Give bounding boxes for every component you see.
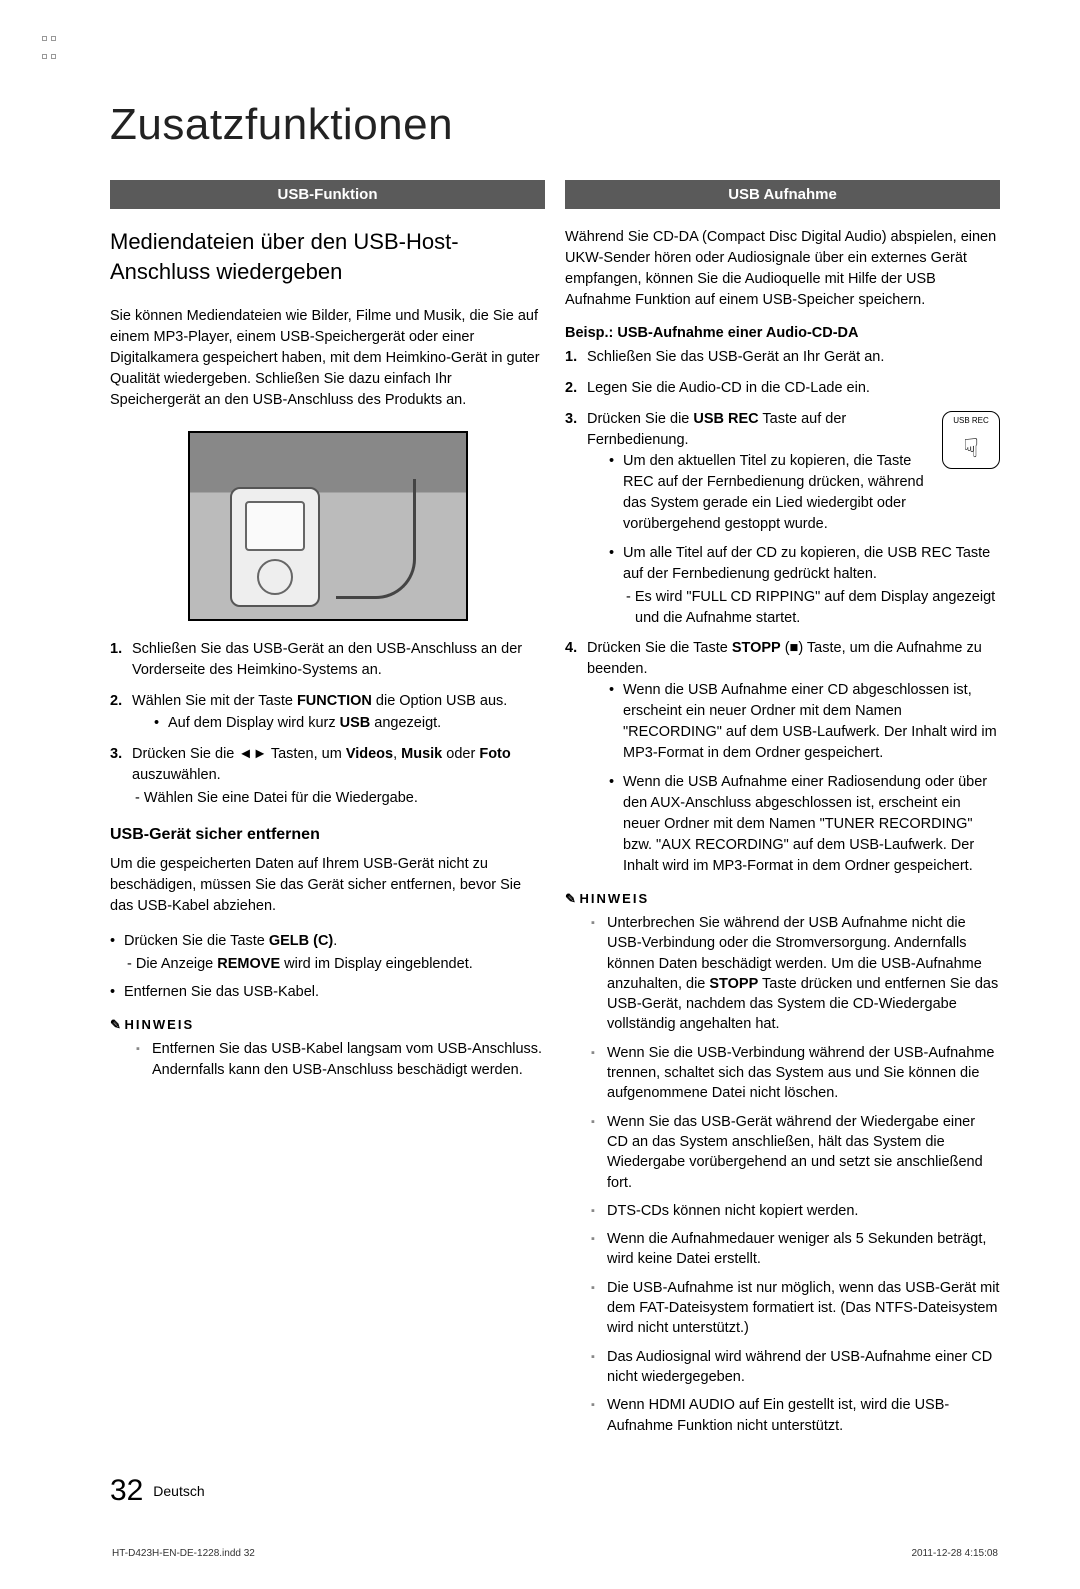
note-r6: Die USB-Aufnahme ist nur möglich, wenn d…: [591, 1278, 1000, 1339]
remove-sub: - Die Anzeige REMOVE wird im Display ein…: [124, 954, 545, 974]
footer: HT-D423H-EN-DE-1228.indd 32 2011-12-28 4…: [110, 1548, 1000, 1559]
remove-bullet-1: Drücken Sie die Taste GELB (C). - Die An…: [110, 931, 545, 974]
page: Zusatzfunktionen USB-Funktion Mediendate…: [0, 0, 1080, 1589]
note-list-right: Unterbrechen Sie während der USB Aufnahm…: [591, 913, 1000, 1436]
left-column: USB-Funktion Mediendateien über den USB-…: [110, 180, 545, 1444]
note-r1: Unterbrechen Sie während der USB Aufnahm…: [591, 913, 1000, 1035]
usb-cable-icon: [336, 479, 416, 599]
mp3-player-icon: [230, 487, 320, 607]
rec-step-3-b1: Um den aktuellen Titel zu kopieren, die …: [609, 451, 1000, 535]
page-title: Zusatzfunktionen: [110, 100, 1000, 150]
record-steps: Schließen Sie das USB-Gerät an Ihr Gerät…: [565, 347, 1000, 877]
note-r8: Wenn HDMI AUDIO auf Ein gestellt ist, wi…: [591, 1395, 1000, 1436]
step-3-sub: - Wählen Sie eine Datei für die Wiederga…: [132, 788, 545, 808]
note-list-left: Entfernen Sie das USB-Kabel langsam vom …: [136, 1039, 545, 1080]
heading-media-playback: Mediendateien über den USB-Host-Anschlus…: [110, 227, 545, 286]
step-1: Schließen Sie das USB-Gerät an den USB-A…: [110, 639, 545, 681]
note-r7: Das Audiosignal wird während der USB-Auf…: [591, 1347, 1000, 1388]
note-r3: Wenn Sie das USB-Gerät während der Wiede…: [591, 1112, 1000, 1193]
rec-step-4-b1: Wenn die USB Aufnahme einer CD abgeschlo…: [609, 680, 1000, 764]
note-r5: Wenn die Aufnahmedauer weniger als 5 Sek…: [591, 1229, 1000, 1270]
note-heading-right: HINWEIS: [565, 891, 1000, 907]
rec-step-3-b2: Um alle Titel auf der CD zu kopieren, di…: [609, 543, 1000, 628]
device-illustration: [188, 431, 468, 621]
example-heading: Beisp.: USB-Aufnahme einer Audio-CD-DA: [565, 325, 1000, 341]
binder-marks: [40, 30, 70, 70]
playback-steps: Schließen Sie das USB-Gerät an den USB-A…: [110, 639, 545, 807]
step-2-sub: Auf dem Display wird kurz USB angezeigt.: [154, 713, 545, 734]
section-header-usb-funktion: USB-Funktion: [110, 180, 545, 209]
right-column: USB Aufnahme Während Sie CD-DA (Compact …: [565, 180, 1000, 1444]
rec-step-4-b2: Wenn die USB Aufnahme einer Radiosendung…: [609, 772, 1000, 877]
note-heading-left: HINWEIS: [110, 1017, 545, 1033]
footer-date: 2011-12-28 4:15:08: [911, 1548, 998, 1559]
section-header-usb-aufnahme: USB Aufnahme: [565, 180, 1000, 209]
rec-step-4: Drücken Sie die Taste STOPP (■) Taste, u…: [565, 638, 1000, 877]
remove-bullets: Drücken Sie die Taste GELB (C). - Die An…: [110, 931, 545, 1003]
subheading-safe-remove: USB-Gerät sicher entfernen: [110, 826, 545, 844]
note-left-1: Entfernen Sie das USB-Kabel langsam vom …: [136, 1039, 545, 1080]
step-2: Wählen Sie mit der Taste FUNCTION die Op…: [110, 691, 545, 733]
remove-intro: Um die gespeicherten Daten auf Ihrem USB…: [110, 854, 545, 917]
note-r2: Wenn Sie die USB-Verbindung während der …: [591, 1043, 1000, 1104]
step-3: Drücken Sie die ◄► Tasten, um Videos, Mu…: [110, 744, 545, 808]
rec-step-2: Legen Sie die Audio-CD in die CD-Lade ei…: [565, 378, 1000, 399]
rec-step-3: USB REC ☟ Drücken Sie die USB REC Taste …: [565, 409, 1000, 628]
intro-text: Sie können Mediendateien wie Bilder, Fil…: [110, 306, 545, 411]
record-intro: Während Sie CD-DA (Compact Disc Digital …: [565, 227, 1000, 311]
rec-step-3-b2-sub: - Es wird "FULL CD RIPPING" auf dem Disp…: [623, 587, 1000, 628]
remove-bullet-2: Entfernen Sie das USB-Kabel.: [110, 982, 545, 1003]
content-columns: USB-Funktion Mediendateien über den USB-…: [110, 180, 1000, 1444]
footer-doc: HT-D423H-EN-DE-1228.indd 32: [112, 1548, 255, 1559]
page-lang: Deutsch: [153, 1483, 204, 1499]
note-r4: DTS-CDs können nicht kopiert werden.: [591, 1201, 1000, 1221]
rec-step-1: Schließen Sie das USB-Gerät an Ihr Gerät…: [565, 347, 1000, 368]
